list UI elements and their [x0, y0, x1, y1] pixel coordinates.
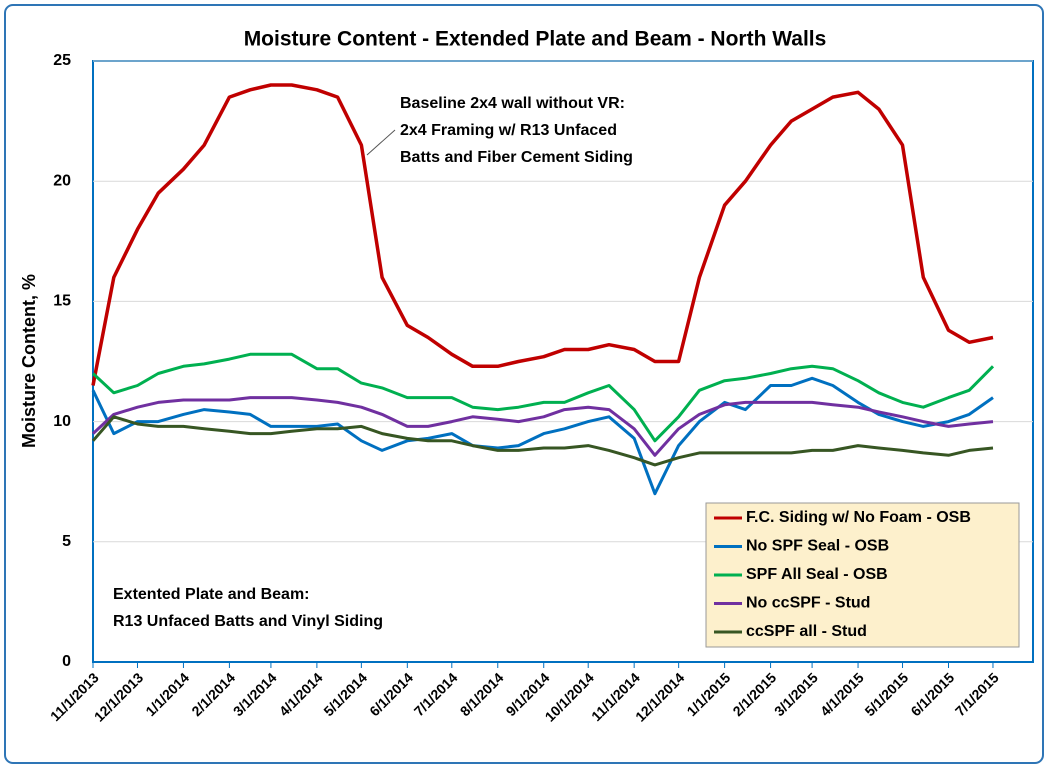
- y-tick-label: 15: [53, 293, 71, 310]
- series-line: [91, 83, 994, 386]
- chart-title: Moisture Content - Extended Plate and Be…: [244, 28, 827, 51]
- legend-box: [705, 502, 1020, 648]
- y-tick-label: 5: [62, 533, 71, 550]
- series-line: [91, 415, 994, 467]
- y-tick-label: 20: [53, 172, 71, 189]
- series-line: [91, 352, 995, 443]
- annotation: Batts and Fiber Cement Siding: [400, 149, 633, 166]
- y-tick-label: 10: [53, 413, 71, 430]
- legend-label: No ccSPF - Stud: [746, 595, 870, 612]
- series-line: [91, 376, 994, 496]
- y-tick-label: 25: [53, 52, 71, 69]
- chart-frame: [4, 4, 1044, 764]
- legend-label: No SPF Seal - OSB: [746, 538, 889, 555]
- annotation-leader: [366, 129, 396, 156]
- legend-label: ccSPF all - Stud: [746, 623, 867, 640]
- y-axis-label: Moisture Content, %: [19, 274, 39, 448]
- annotation: Extented Plate and Beam:: [113, 586, 310, 603]
- series-line: [91, 396, 994, 457]
- annotation: 2x4 Framing w/ R13 Unfaced: [400, 122, 617, 139]
- legend-label: SPF All Seal - OSB: [746, 566, 888, 583]
- annotation: Baseline 2x4 wall without VR:: [400, 95, 625, 112]
- y-tick-label: 0: [62, 653, 71, 670]
- annotation: R13 Unfaced Batts and Vinyl Siding: [113, 613, 383, 630]
- legend-label: F.C. Siding w/ No Foam - OSB: [746, 509, 971, 526]
